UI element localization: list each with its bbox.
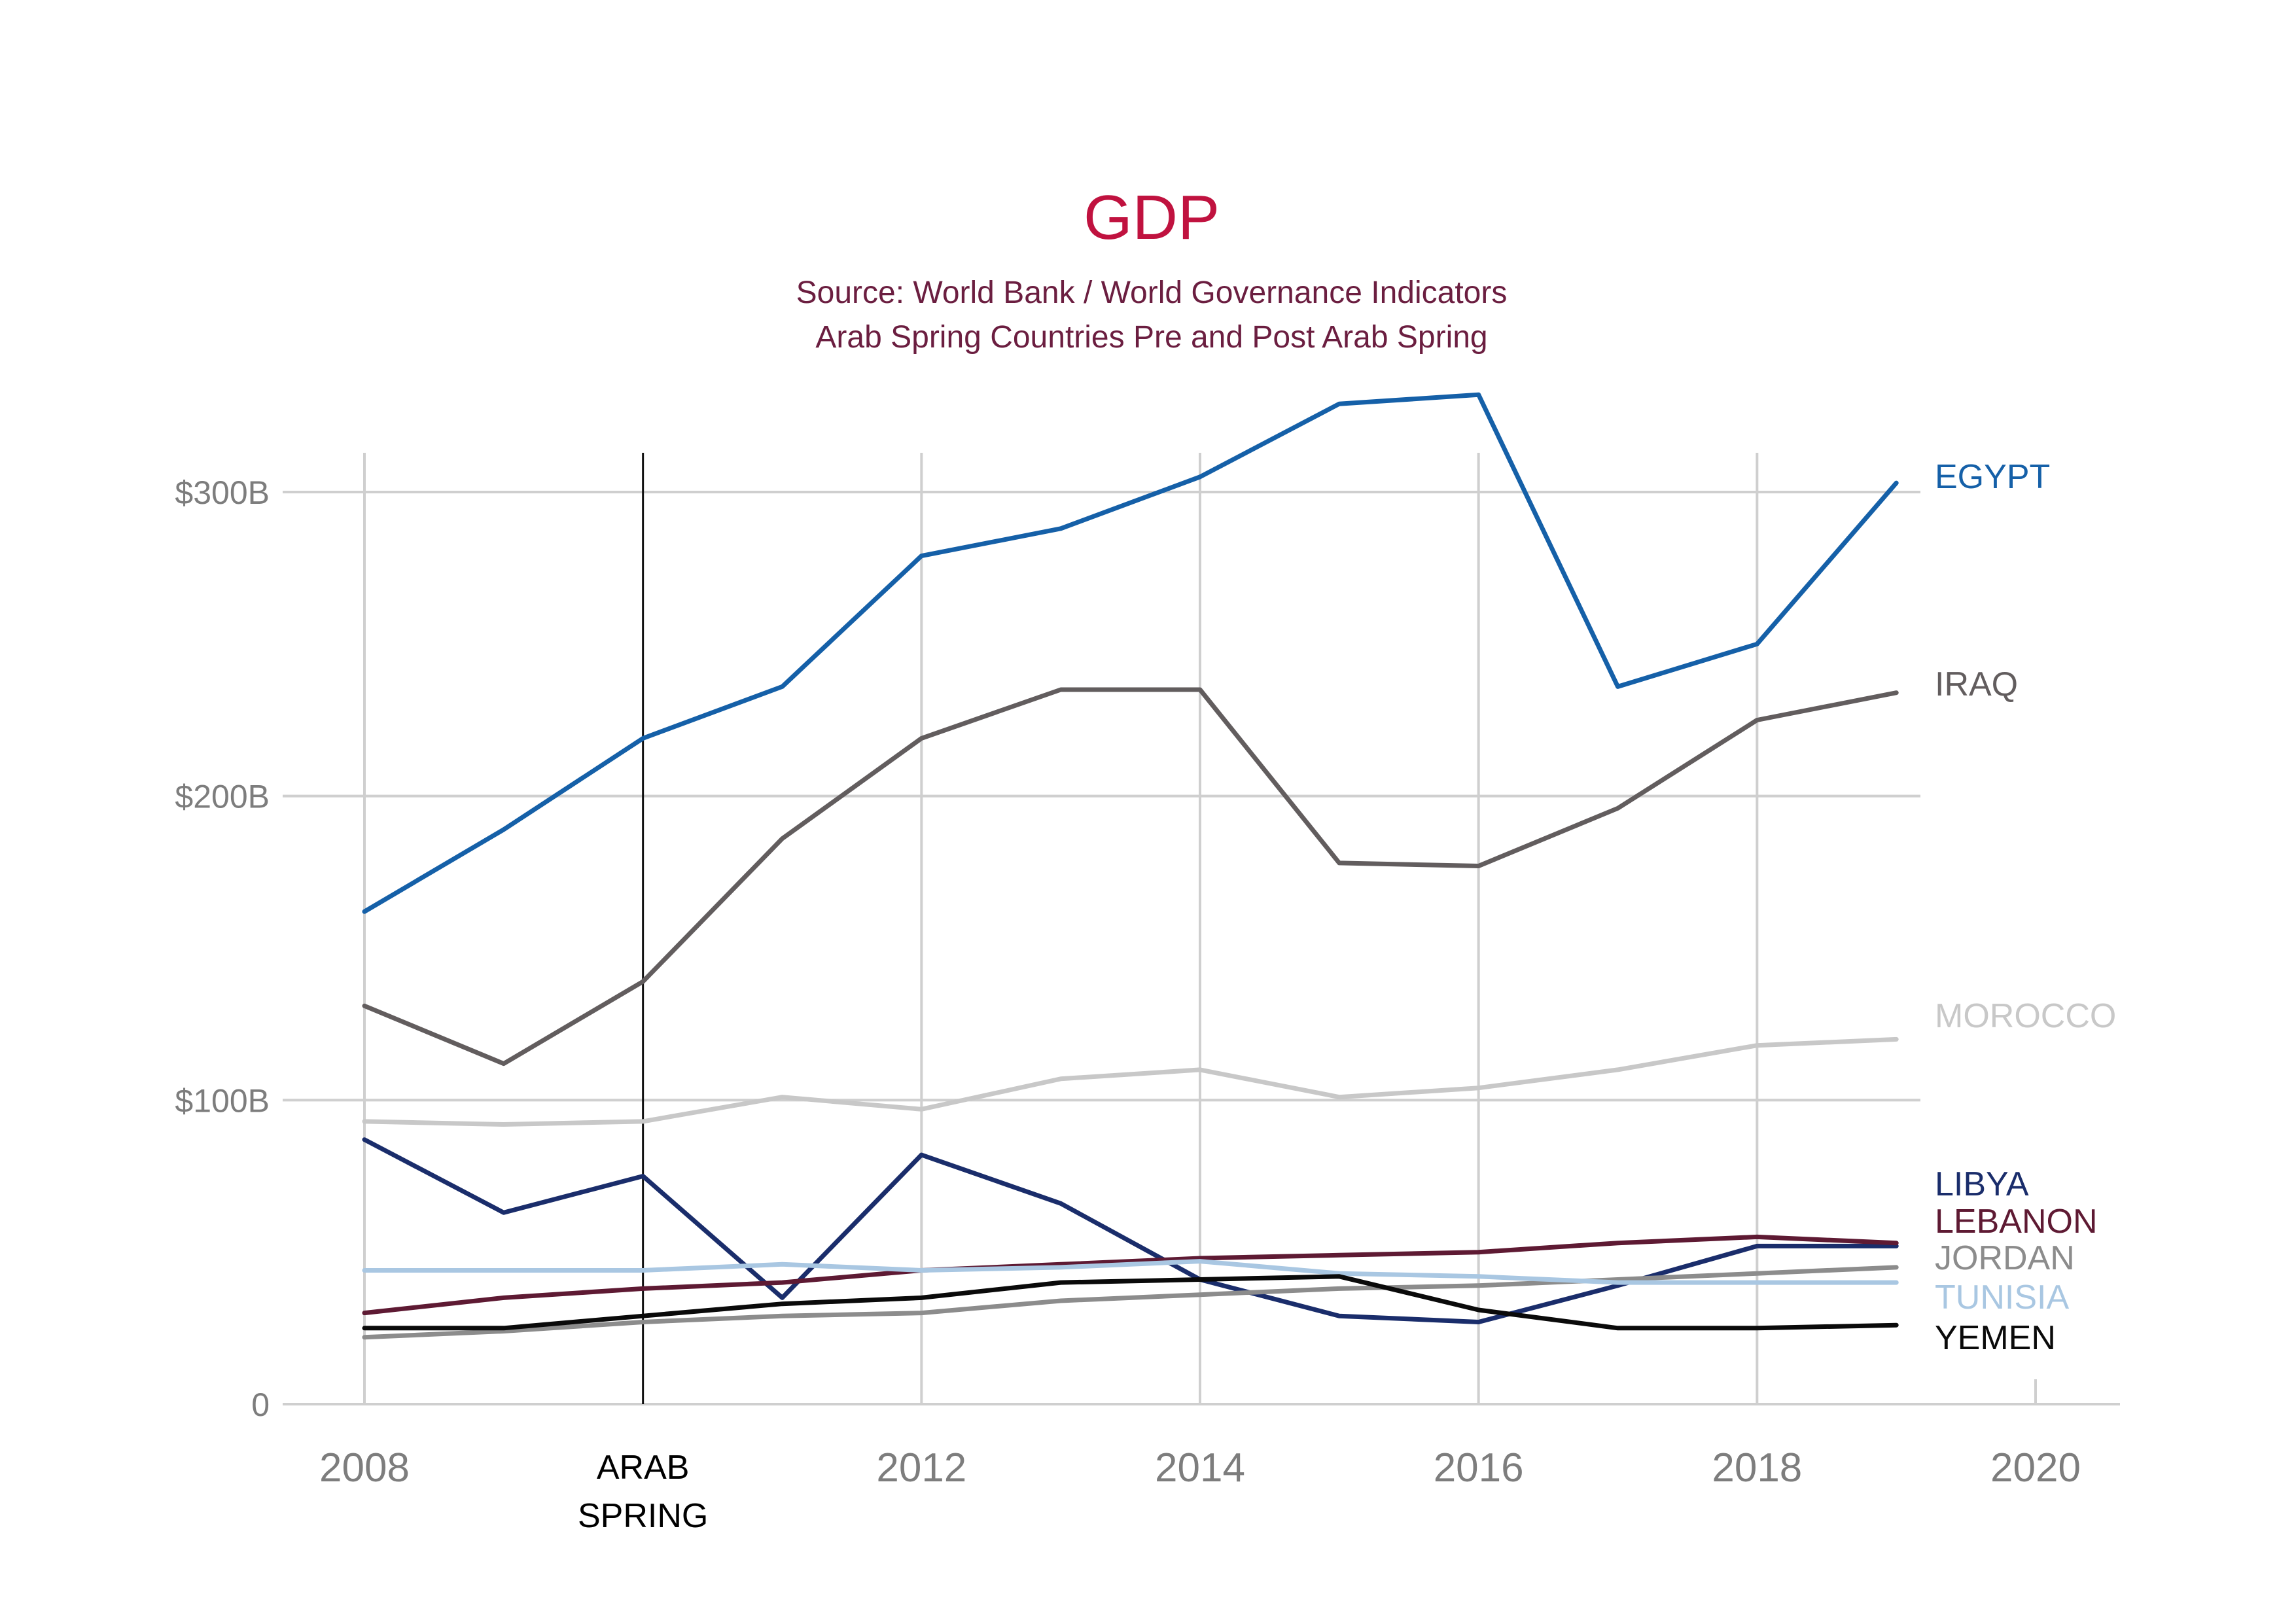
series-label-yemen: YEMEN — [1935, 1319, 2056, 1357]
series-line-egypt — [362, 392, 1899, 914]
arab-spring-label: ARAB — [597, 1449, 690, 1487]
chart-title: GDP — [1084, 183, 1220, 253]
series-label-jordan: JORDAN — [1935, 1239, 2075, 1277]
y-tick-label: $300B — [175, 474, 270, 511]
x-tick-label: 2020 — [1990, 1445, 2081, 1491]
y-tick-label: 0 — [251, 1386, 270, 1423]
y-tick-label: $100B — [175, 1082, 270, 1119]
arab-spring-annotation: ARAB SPRING — [578, 453, 708, 1535]
x-tick-label: 2012 — [876, 1445, 966, 1491]
chart-subtitle-line-1: Source: World Bank / World Governance In… — [796, 275, 1508, 310]
chart-subtitle-line-2: Arab Spring Countries Pre and Post Arab … — [815, 320, 1487, 355]
arab-spring-label: SPRING — [578, 1497, 708, 1535]
x-tick-label: 2016 — [1434, 1445, 1524, 1491]
axis-layer: 0 $100B $200B $300B 2008 2012 2014 2016 2018 2020 — [175, 474, 2120, 1491]
series-line-morocco — [362, 1036, 1899, 1127]
series-label-libya: LIBYA — [1935, 1165, 2029, 1203]
series-line-libya — [362, 1137, 1899, 1324]
series-line-iraq — [362, 687, 1899, 1067]
x-tick-label: 2008 — [319, 1445, 410, 1491]
series-label-tunisia: TUNISIA — [1935, 1279, 2069, 1316]
series-layer — [362, 392, 1899, 1340]
y-tick-label: $200B — [175, 779, 270, 815]
series-label-egypt: EGYPT — [1935, 458, 2050, 496]
series-line-yemen — [362, 1274, 1899, 1331]
series-line-tunisia — [362, 1259, 1899, 1285]
x-tick-label: 2014 — [1155, 1445, 1245, 1491]
series-label-lebanon: LEBANON — [1935, 1203, 2098, 1241]
series-line-jordan — [362, 1265, 1899, 1340]
series-line-lebanon — [362, 1234, 1899, 1316]
x-tick-label: 2018 — [1712, 1445, 1802, 1491]
series-label-iraq: IRAQ — [1935, 665, 2018, 703]
series-labels: EGYPT IRAQ MOROCCO LIBYALEBANONJORDANTUNISI… — [1935, 458, 2116, 1357]
series-label-morocco: MOROCCO — [1935, 997, 2116, 1035]
